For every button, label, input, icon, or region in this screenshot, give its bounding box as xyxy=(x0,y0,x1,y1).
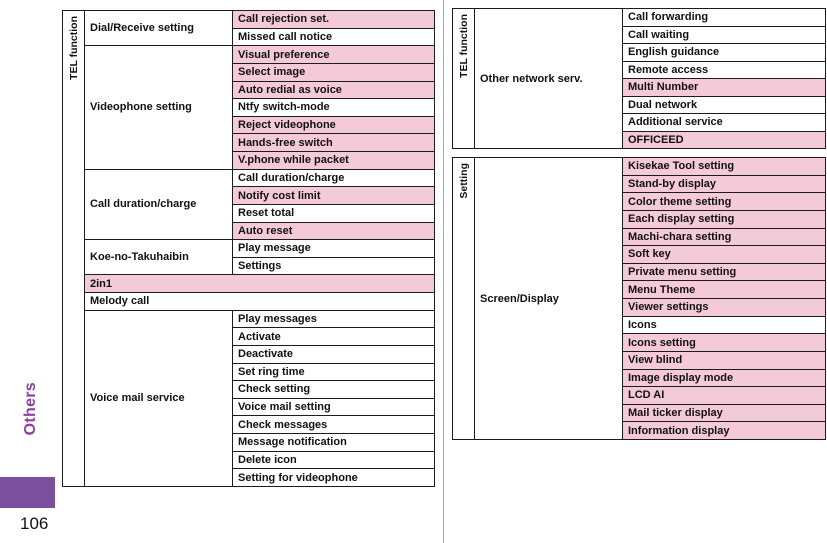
menu-item-cell: Play messages xyxy=(232,309,435,329)
vertical-header-label: TEL function xyxy=(67,16,80,80)
category-cell: Other network serv. xyxy=(474,8,623,149)
menu-row-cell: Melody call xyxy=(84,292,435,311)
vertical-header-cell-setting: Setting xyxy=(452,157,475,440)
menu-item-cell: English guidance xyxy=(622,43,826,62)
menu-item-cell: Additional service xyxy=(622,113,826,132)
vertical-header-cell-tel-function: TEL function xyxy=(452,8,475,149)
page-number: 106 xyxy=(20,514,49,533)
menu-item-cell: Multi Number xyxy=(622,78,826,97)
chapter-sidebar-label: Others xyxy=(22,382,39,436)
menu-item-cell: Ntfy switch-mode xyxy=(232,98,435,117)
menu-item-cell: Remote access xyxy=(622,60,826,79)
menu-item-cell: Check setting xyxy=(232,380,435,399)
menu-item-cell: Delete icon xyxy=(232,450,435,470)
menu-item-cell: Voice mail setting xyxy=(232,397,435,417)
column-divider xyxy=(443,0,444,543)
menu-item-cell: Each display setting xyxy=(622,209,826,229)
menu-item-cell: Activate xyxy=(232,327,435,346)
menu-item-cell: Auto reset xyxy=(232,221,435,241)
menu-item-cell: Icons xyxy=(622,315,826,335)
menu-item-cell: Mail ticker display xyxy=(622,403,826,423)
category-cell: Voice mail service xyxy=(84,309,233,488)
menu-item-cell: Play message xyxy=(232,239,435,258)
menu-item-cell: Auto redial as voice xyxy=(232,80,435,100)
tel-function-table-left: TEL function Dial/Receive setting Call r… xyxy=(62,9,435,488)
menu-item-cell: Call rejection set. xyxy=(232,10,435,29)
category-cell: Dial/Receive setting xyxy=(84,9,233,47)
vertical-header-label: TEL function xyxy=(457,14,470,78)
chapter-tab-marker xyxy=(0,477,55,508)
category-cell: Screen/Display xyxy=(474,157,623,440)
menu-item-cell: Call duration/charge xyxy=(232,168,435,188)
menu-item-cell: Check messages xyxy=(232,415,435,434)
vertical-header-cell-tel-function: TEL function xyxy=(62,10,85,487)
category-cell: Videophone setting xyxy=(84,45,233,170)
menu-item-cell: Information display xyxy=(622,421,826,440)
menu-item-cell: Select image xyxy=(232,62,435,82)
menu-item-cell: Set ring time xyxy=(232,362,435,382)
menu-item-cell: Missed call notice xyxy=(232,27,435,47)
menu-item-cell: Image display mode xyxy=(622,368,826,388)
menu-item-cell: Reject videophone xyxy=(232,115,435,135)
menu-item-cell: Setting for videophone xyxy=(232,468,435,487)
menu-item-cell: OFFICEED xyxy=(622,130,826,149)
menu-item-cell: Stand-by display xyxy=(622,174,826,194)
menu-item-cell: Visual preference xyxy=(232,45,435,64)
menu-item-cell: Machi-chara setting xyxy=(622,227,826,247)
menu-item-cell: Viewer settings xyxy=(622,298,826,317)
vertical-header-label: Setting xyxy=(457,163,470,199)
menu-item-cell: Soft key xyxy=(622,245,826,264)
menu-item-cell: Message notification xyxy=(232,433,435,452)
menu-item-cell: Menu Theme xyxy=(622,280,826,299)
setting-table: Setting Screen/Display Kisekae Tool sett… xyxy=(452,157,826,440)
menu-item-cell: Icons setting xyxy=(622,333,826,352)
menu-item-cell: V.phone while packet xyxy=(232,151,435,170)
menu-item-cell: Private menu setting xyxy=(622,262,826,282)
menu-item-cell: Deactivate xyxy=(232,344,435,364)
menu-item-cell: View blind xyxy=(622,350,826,370)
category-cell: Call duration/charge xyxy=(84,168,233,241)
menu-item-cell: Notify cost limit xyxy=(232,186,435,205)
menu-item-cell: Color theme setting xyxy=(622,192,826,211)
category-cell: Koe-no-Takuhaibin xyxy=(84,239,233,276)
menu-item-cell: LCD AI xyxy=(622,386,826,405)
menu-item-cell: Kisekae Tool setting xyxy=(622,157,826,176)
menu-item-cell: Settings xyxy=(232,256,435,276)
tel-function-table-right: TEL function Other network serv. Call fo… xyxy=(452,8,826,149)
menu-item-cell: Call waiting xyxy=(622,25,826,44)
menu-item-cell: Dual network xyxy=(622,95,826,114)
menu-item-cell: Reset total xyxy=(232,203,435,223)
menu-row-cell: 2in1 xyxy=(84,274,435,293)
menu-item-cell: Call forwarding xyxy=(622,8,826,27)
menu-item-cell: Hands-free switch xyxy=(232,133,435,152)
